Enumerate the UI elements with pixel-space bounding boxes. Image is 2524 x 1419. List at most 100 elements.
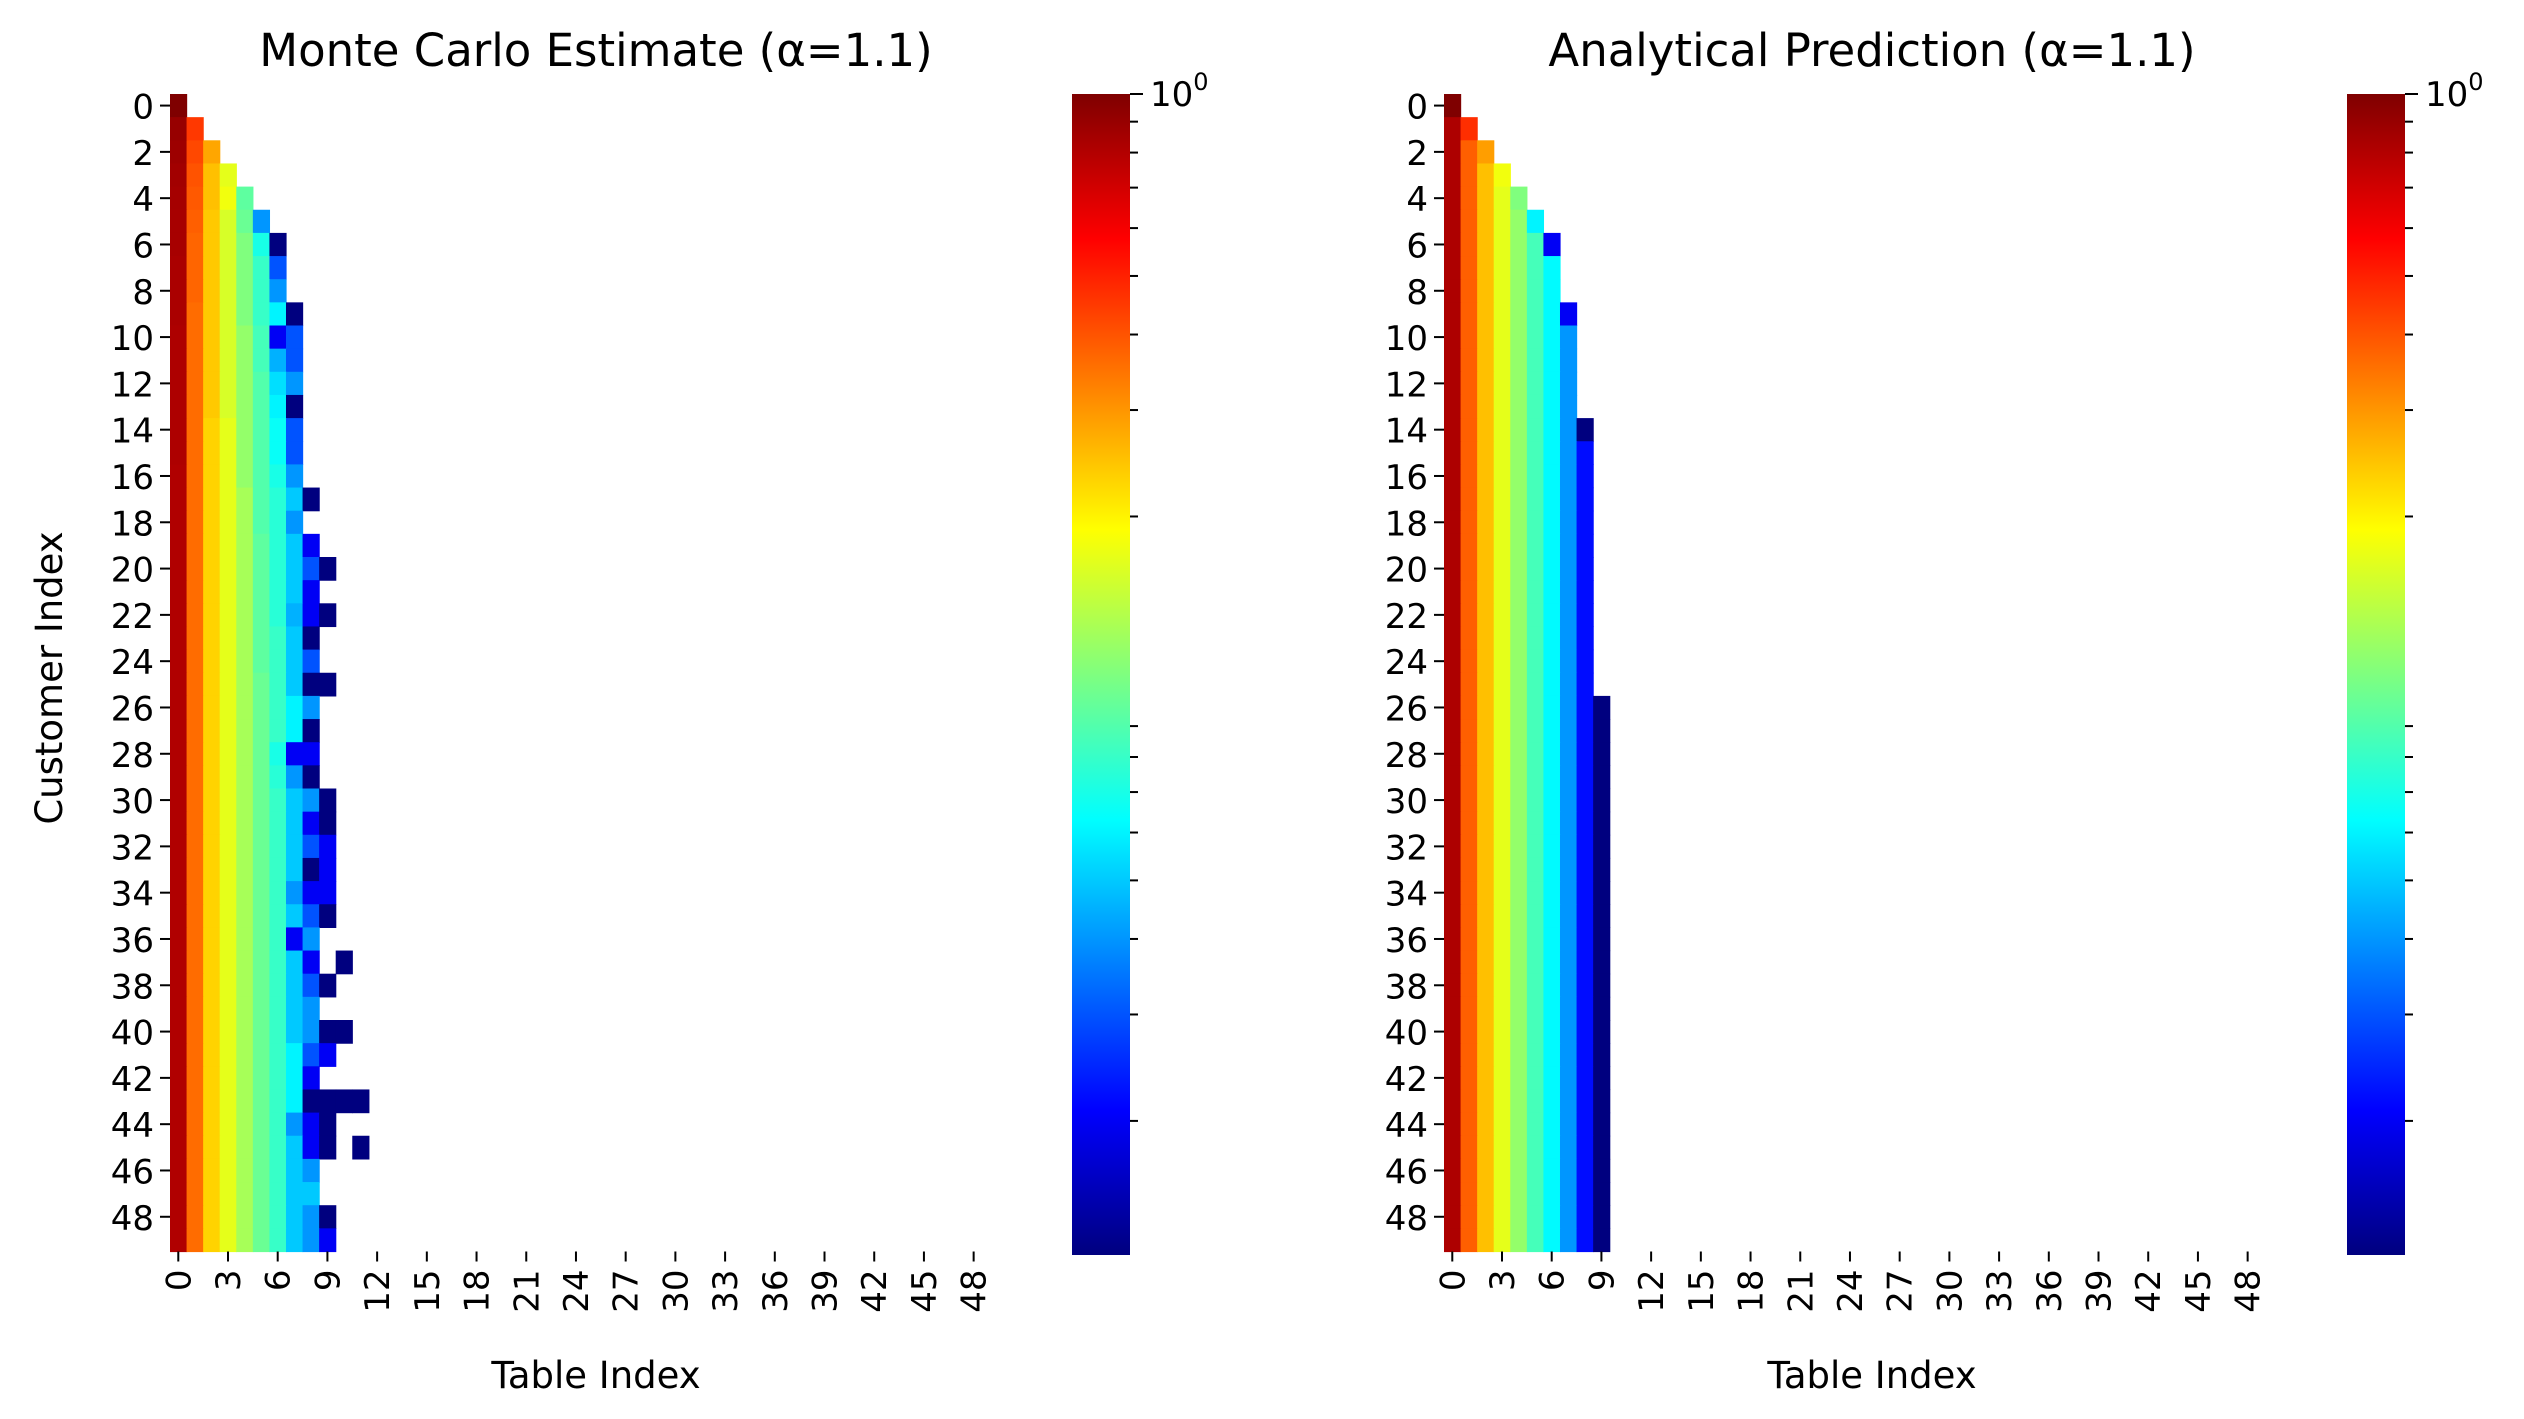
left-heatmap-cell — [170, 140, 188, 165]
left-y-tick-label: 42 — [111, 1060, 154, 1100]
left-heatmap-cell — [269, 1043, 287, 1067]
left-heatmap-cell — [285, 1182, 304, 1206]
left-heatmap-cell — [236, 302, 254, 327]
right-y-tick-label: 2 — [1406, 134, 1428, 174]
left-heatmap-cell — [302, 950, 320, 975]
left-heatmap-cell — [285, 1135, 304, 1160]
right-y-tick-label: 28 — [1385, 736, 1428, 776]
right-x-tick-label: 42 — [2129, 1270, 2169, 1313]
left-heatmap-cell — [219, 487, 237, 512]
left-heatmap-cell — [219, 441, 237, 465]
left-heatmap-cell — [203, 1020, 221, 1044]
right-heatmap-cell — [1559, 927, 1578, 952]
right-heatmap-cell — [1477, 557, 1495, 581]
right-heatmap-cell — [1444, 904, 1462, 928]
right-heatmap-cell — [1576, 649, 1594, 674]
left-x-tick-label: 30 — [656, 1270, 696, 1313]
left-heatmap-cell — [219, 418, 237, 442]
left-heatmap-cell — [219, 279, 237, 303]
left-heatmap-cell — [285, 672, 304, 697]
right-heatmap-cell — [1543, 834, 1561, 859]
right-heatmap-cell — [1493, 742, 1511, 766]
right-heatmap-cell — [1444, 996, 1462, 1021]
right-heatmap-cell — [1493, 603, 1511, 628]
left-heatmap-cell — [252, 394, 271, 419]
right-heatmap-cell — [1444, 117, 1462, 141]
left-heatmap-cell — [252, 811, 271, 836]
left-heatmap-cell — [219, 510, 237, 535]
right-heatmap-cell — [1460, 811, 1478, 836]
left-y-tick-label: 10 — [111, 319, 154, 359]
right-heatmap-cell — [1493, 1043, 1511, 1067]
left-heatmap-cell — [319, 1043, 337, 1067]
right-heatmap-cell — [1543, 279, 1561, 303]
left-colorbar: 100 — [1072, 68, 1209, 1255]
left-heatmap-cell — [170, 487, 188, 512]
right-heatmap-cell — [1576, 672, 1594, 697]
left-x-tick-label: 21 — [507, 1270, 547, 1313]
right-heatmap-cell — [1543, 302, 1561, 327]
left-y-tick-label: 18 — [111, 504, 154, 544]
left-heatmap-cell — [170, 695, 188, 720]
right-heatmap-cell — [1510, 1089, 1528, 1114]
right-heatmap-cell — [1493, 695, 1511, 720]
right-heatmap-cell — [1510, 649, 1528, 674]
left-heatmap-cell — [269, 348, 287, 373]
right-heatmap-cell — [1477, 834, 1495, 859]
right-heatmap-cell — [1460, 765, 1478, 790]
left-heatmap-cell — [186, 788, 204, 813]
left-heatmap-cell — [170, 232, 188, 257]
left-heatmap-cell — [170, 1228, 188, 1253]
left-heatmap-cell — [219, 834, 237, 859]
right-heatmap-cell — [1444, 719, 1462, 743]
right-heatmap-cell — [1460, 1089, 1478, 1114]
right-heatmap-cell — [1559, 834, 1578, 859]
right-heatmap-cell — [1543, 649, 1561, 674]
left-heatmap-cell — [186, 371, 204, 396]
right-heatmap-cell — [1526, 533, 1545, 558]
left-heatmap-cell — [285, 510, 304, 535]
left-heatmap-cell — [236, 279, 254, 303]
right-heatmap-cell — [1576, 626, 1594, 651]
right-heatmap-cell — [1543, 1043, 1561, 1067]
right-heatmap-cell — [1559, 557, 1578, 581]
left-y-axis: 0246810121416182022242628303234363840424… — [111, 88, 170, 1239]
right-heatmap-cell — [1477, 649, 1495, 674]
left-heatmap-cell — [319, 1089, 337, 1114]
right-heatmap-cell — [1460, 487, 1478, 512]
left-heatmap-cell — [269, 973, 287, 998]
right-heatmap-cell — [1444, 672, 1462, 697]
right-heatmap-cell — [1493, 533, 1511, 558]
left-heatmap-cell — [236, 1158, 254, 1183]
left-heatmap-cell — [252, 672, 271, 697]
left-heatmap-cell — [302, 742, 320, 766]
right-y-tick-label: 36 — [1385, 921, 1428, 961]
right-heatmap-cell — [1444, 279, 1462, 303]
left-heatmap-cell — [219, 996, 237, 1021]
right-heatmap-cell — [1493, 834, 1511, 859]
left-heatmap-cell — [186, 533, 204, 558]
right-heatmap-cell — [1526, 348, 1545, 373]
right-y-tick-label: 4 — [1406, 180, 1428, 220]
left-heatmap-cell — [186, 394, 204, 419]
right-heatmap-cell — [1559, 765, 1578, 790]
right-heatmap-cell — [1576, 881, 1594, 905]
right-heatmap-cell — [1543, 672, 1561, 697]
right-heatmap-cell — [1460, 1112, 1478, 1137]
left-heatmap-cell — [302, 1066, 320, 1091]
right-heatmap-cell — [1493, 788, 1511, 813]
left-heatmap-cell — [170, 441, 188, 465]
right-heatmap-cell — [1493, 325, 1511, 350]
left-heatmap-cell — [170, 927, 188, 952]
right-heatmap-cell — [1576, 441, 1594, 465]
left-y-tick-label: 16 — [111, 458, 154, 498]
left-heatmap-cell — [203, 163, 221, 188]
right-heatmap-cell — [1460, 603, 1478, 628]
left-heatmap-cell — [236, 1205, 254, 1229]
left-heatmap-cell — [186, 441, 204, 465]
left-heatmap-cell — [302, 1135, 320, 1160]
right-y-tick-label: 18 — [1385, 504, 1428, 544]
right-heatmap-cell — [1477, 811, 1495, 836]
left-heatmap-cell — [319, 557, 337, 581]
left-heatmap-cell — [186, 811, 204, 836]
